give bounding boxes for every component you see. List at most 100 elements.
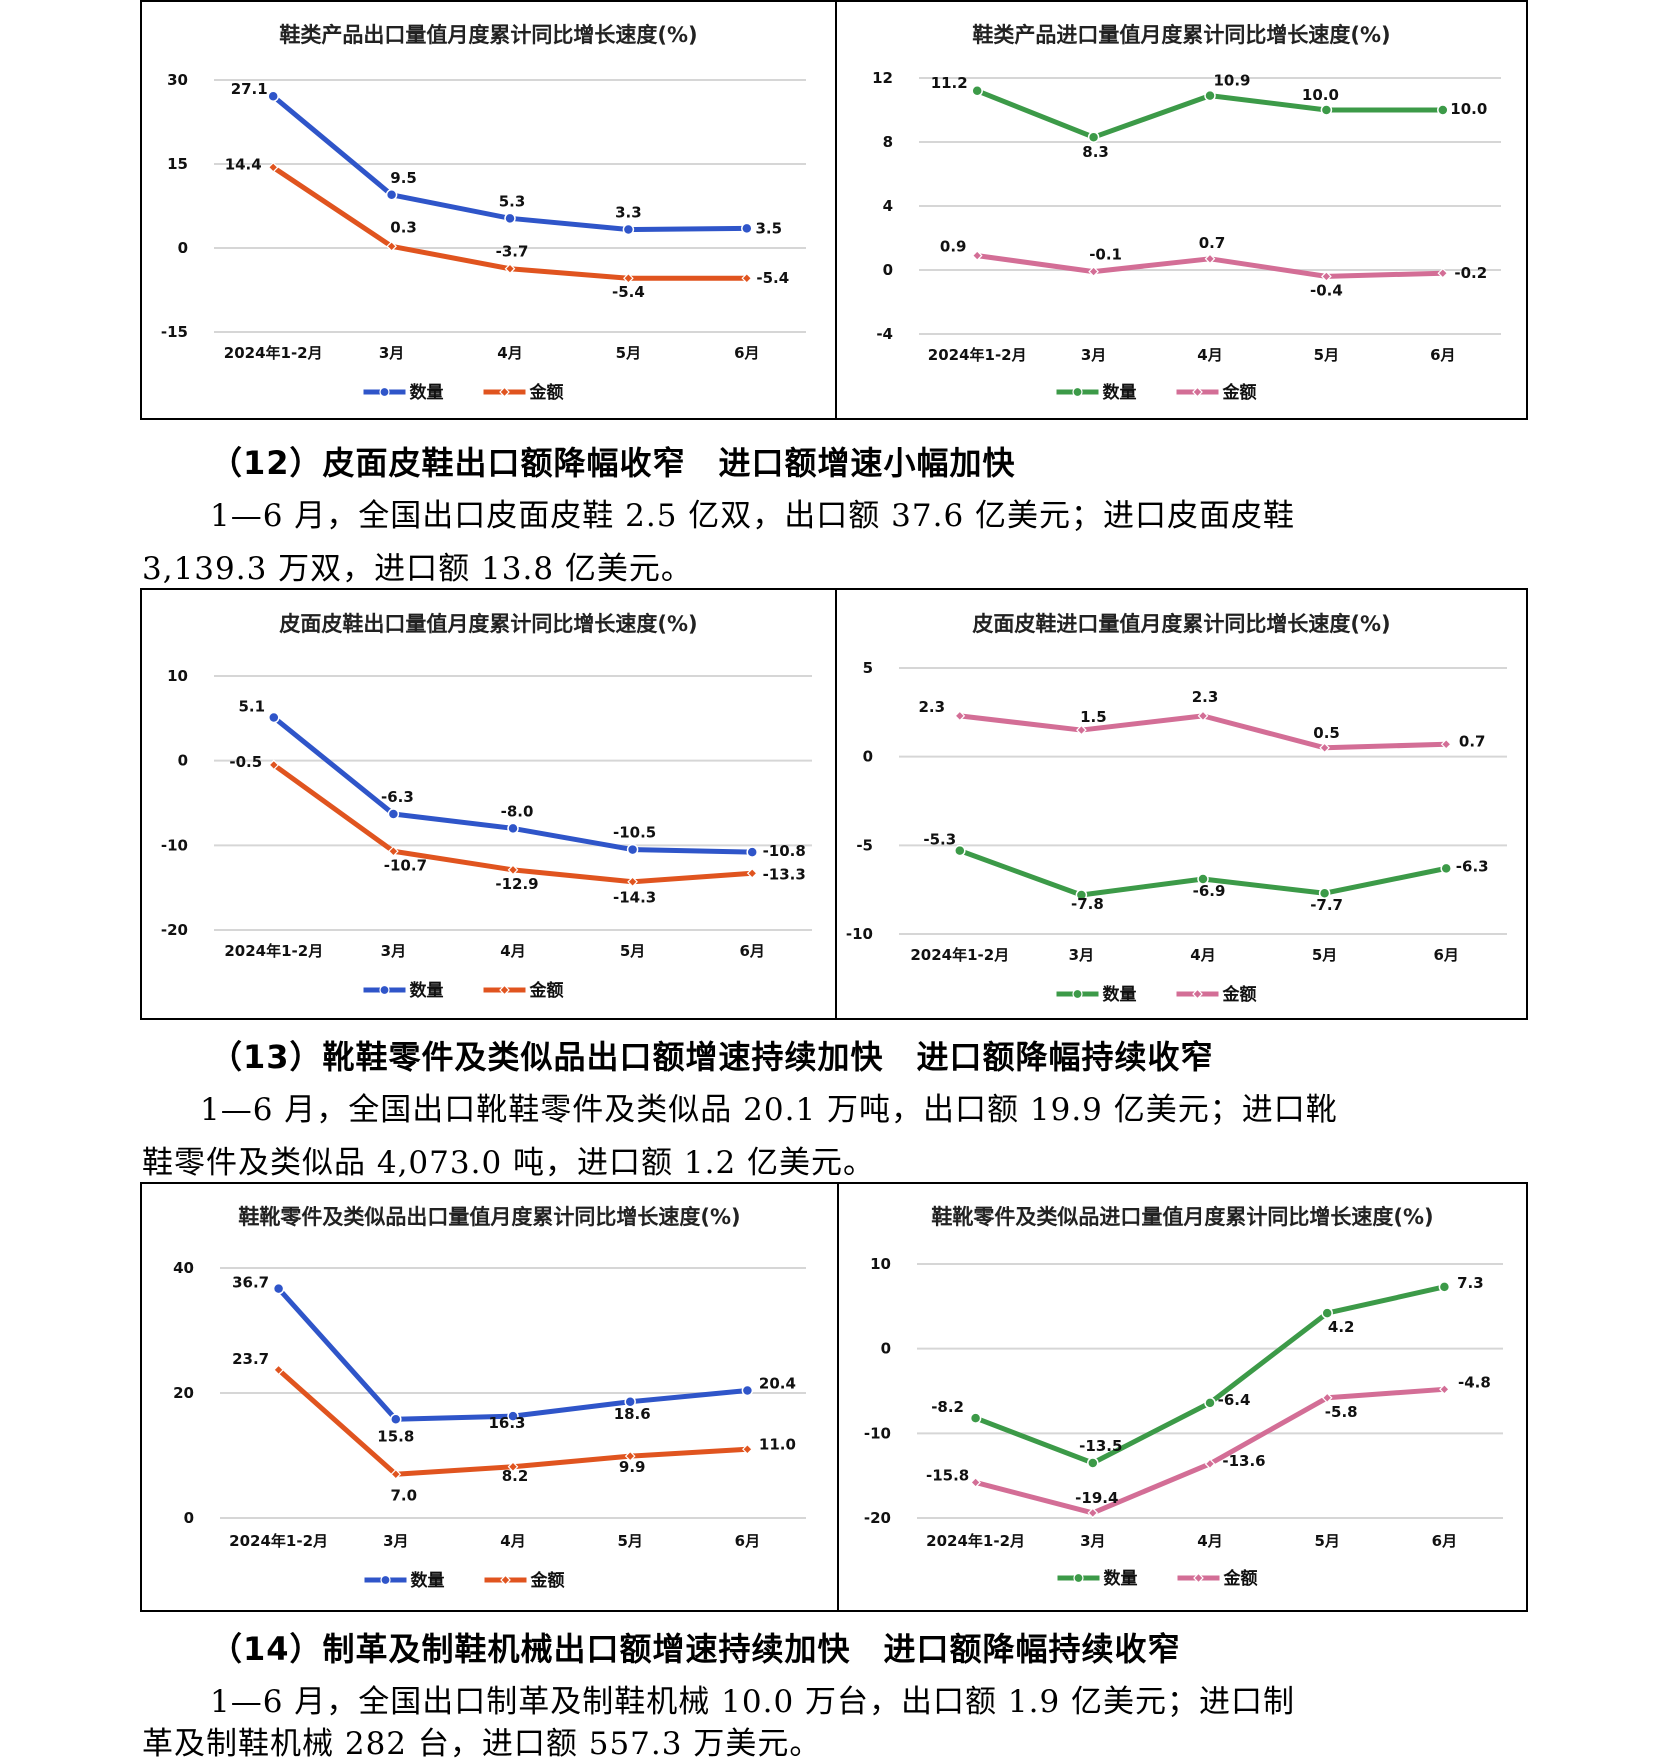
legend-item-quantity: 数量	[364, 1570, 445, 1591]
data-label: 5.3	[499, 192, 526, 210]
data-point	[624, 1450, 636, 1462]
data-label: -4.8	[1458, 1373, 1491, 1391]
data-label: 0.3	[390, 218, 417, 236]
x-tick-label: 5月	[616, 344, 641, 362]
legend-item-amount: 金额	[1176, 984, 1257, 1005]
legend-item-quantity: 数量	[363, 980, 444, 1001]
legend-marker	[1072, 386, 1083, 398]
x-tick-label: 2024年1-2月	[910, 946, 1009, 964]
x-tick-label: 3月	[1081, 346, 1106, 364]
data-label: 0.9	[940, 238, 967, 256]
legend-label: 金额	[529, 382, 564, 403]
data-point	[954, 710, 966, 722]
legend-label: 金额	[1223, 1568, 1258, 1589]
data-label: 11.0	[759, 1435, 796, 1453]
data-point	[1437, 267, 1449, 279]
x-tick-label: 5月	[620, 942, 645, 960]
chart-title: 皮面皮鞋出口量值月度累计同比增长速度(%)	[279, 612, 697, 636]
y-tick-label: 0	[863, 748, 873, 766]
x-tick-label: 2024年1-2月	[926, 1532, 1025, 1550]
chart-row-footwear: 鞋类产品出口量值月度累计同比增长速度(%) 30 15 0 -15 2024年1-2月 3月…	[140, 0, 1528, 420]
data-label: 9.5	[390, 169, 417, 187]
legend-marker	[379, 386, 390, 398]
data-point	[273, 1364, 284, 1376]
data-label: -13.6	[1222, 1452, 1265, 1470]
data-point	[1076, 724, 1087, 736]
data-label: -10.5	[613, 824, 656, 842]
x-tick-label: 3月	[1069, 946, 1094, 964]
data-point	[1197, 873, 1209, 885]
y-tick-label: -20	[864, 1509, 891, 1527]
data-point	[970, 1477, 981, 1488]
data-label: -6.9	[1193, 882, 1226, 900]
data-label: 10.0	[1302, 86, 1339, 104]
data-point	[390, 1413, 402, 1425]
data-label: -0.5	[229, 753, 262, 771]
data-point	[1440, 738, 1452, 750]
data-point	[1088, 266, 1099, 277]
y-tick-label: 0	[883, 261, 893, 279]
data-label: 0.5	[1313, 724, 1340, 742]
x-tick-label: 3月	[379, 344, 404, 362]
data-label: -19.4	[1075, 1489, 1118, 1507]
data-point	[1075, 889, 1088, 901]
data-label: 5.1	[239, 697, 266, 715]
section-paragraph-13-line1: 1—6 月，全国出口靴鞋零件及类似品 20.1 万吨，出口额 19.9 亿美元；…	[200, 1092, 1338, 1128]
data-point	[969, 1412, 982, 1424]
data-label: 2.3	[1192, 688, 1219, 706]
data-label: -7.7	[1310, 896, 1343, 914]
section-paragraph-13-line2: 鞋零件及类似品 4,073.0 吨，进口额 1.2 亿美元。	[142, 1145, 876, 1181]
data-point	[1439, 1383, 1450, 1395]
data-label: 0.7	[1199, 234, 1226, 252]
x-tick-label: 6月	[1430, 346, 1455, 364]
data-label: 16.3	[488, 1414, 525, 1432]
y-tick-label: 20	[173, 1384, 194, 1402]
y-tick-label: 10	[870, 1255, 891, 1273]
x-tick-label: 5月	[1312, 946, 1337, 964]
y-tick-label: 5	[863, 659, 873, 677]
chart-shoe-parts-export: 鞋靴零件及类似品出口量值月度累计同比增长速度(%) 40 20 0 2024年1-2月 3…	[173, 1205, 806, 1591]
data-label: 8.2	[502, 1467, 529, 1485]
data-label: -12.9	[495, 875, 538, 893]
y-tick-label: -10	[846, 925, 873, 943]
legend-item-quantity: 数量	[1056, 382, 1137, 403]
y-tick-label: -5	[856, 836, 873, 854]
x-tick-label: 4月	[1197, 1532, 1222, 1550]
x-tick-label: 5月	[1314, 1532, 1339, 1550]
data-label: -8.2	[931, 1398, 964, 1416]
data-point	[1320, 104, 1333, 116]
y-tick-label: 8	[883, 133, 893, 151]
data-point	[272, 1282, 285, 1295]
data-point	[971, 85, 983, 97]
chart-row-leather-shoes: 皮面皮鞋出口量值月度累计同比增长速度(%) 10 0 -10 -20 2024年1-2月 3…	[140, 588, 1528, 1020]
y-tick-label: 12	[872, 69, 893, 87]
data-label: 23.7	[232, 1350, 269, 1368]
data-point	[1321, 1392, 1333, 1404]
data-point	[746, 846, 758, 858]
data-label: -0.4	[1310, 281, 1343, 299]
legend-marker	[1192, 988, 1203, 1000]
y-tick-label: 0	[178, 239, 188, 257]
legend-label: 数量	[1103, 984, 1137, 1005]
x-tick-label: 4月	[500, 942, 525, 960]
data-point	[627, 876, 638, 888]
data-point	[387, 808, 400, 820]
chart-title: 皮面皮鞋进口量值月度累计同比增长速度(%)	[972, 612, 1390, 636]
data-label: -10.7	[384, 856, 427, 874]
data-point	[386, 240, 397, 252]
data-point	[1204, 253, 1216, 265]
data-label: -0.1	[1089, 246, 1122, 264]
legend-label: 金额	[1222, 984, 1257, 1005]
legend-marker	[499, 984, 510, 996]
data-point	[385, 189, 398, 201]
y-tick-label: 10	[167, 667, 188, 685]
x-tick-label: 5月	[617, 1532, 642, 1550]
data-point	[624, 1396, 636, 1408]
x-tick-label: 3月	[381, 942, 406, 960]
data-label: 1.5	[1080, 708, 1107, 726]
x-tick-label: 6月	[734, 344, 759, 362]
y-tick-label: 30	[167, 71, 188, 89]
data-label: -7.8	[1071, 895, 1104, 913]
chart-title: 鞋靴零件及类似品进口量值月度累计同比增长速度(%)	[931, 1205, 1433, 1229]
x-tick-label: 4月	[1197, 346, 1222, 364]
